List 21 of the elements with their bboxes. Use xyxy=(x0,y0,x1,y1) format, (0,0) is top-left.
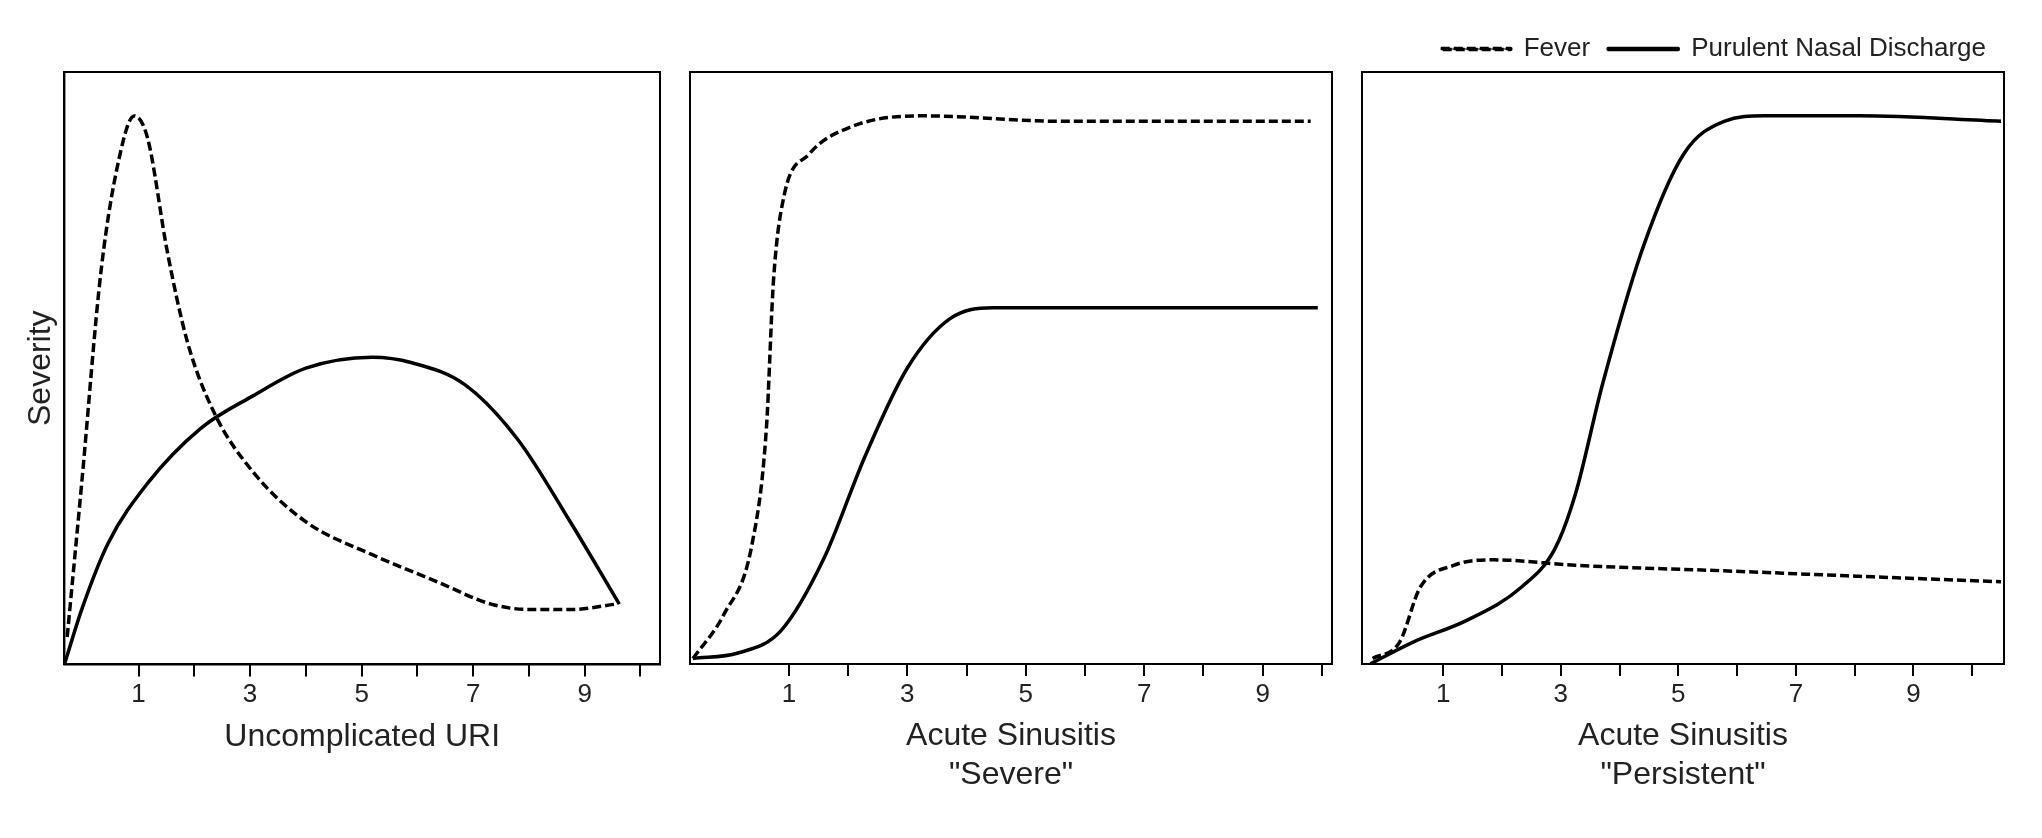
x-tick-label: 9 xyxy=(577,678,592,709)
x-tick-label: 3 xyxy=(900,677,915,708)
x-axis-title: Uncomplicated URI xyxy=(224,716,501,753)
legend-label: Purulent Nasal Discharge xyxy=(1691,32,1986,63)
x-tick-label: 1 xyxy=(131,678,146,709)
x-tick-label: 5 xyxy=(1671,677,1686,708)
x-tick-label: 9 xyxy=(1255,677,1270,708)
x-axis-title: Acute Sinusitis "Severe" xyxy=(906,716,1116,791)
legend-label: Fever xyxy=(1523,32,1591,63)
x-tick-label: 1 xyxy=(1435,677,1451,708)
x-tick-label: 7 xyxy=(1137,677,1152,708)
x-tick-label: 3 xyxy=(242,678,258,709)
x-tick-label: 7 xyxy=(465,678,481,709)
x-tick-label: 5 xyxy=(354,678,369,709)
y-axis-title: Severity xyxy=(21,310,58,426)
x-tick-label: 7 xyxy=(1788,677,1804,708)
x-axis-title: Acute Sinusitis "Persistent" xyxy=(1578,716,1788,791)
x-tick-label: 1 xyxy=(781,677,797,708)
x-tick-label: 9 xyxy=(1906,677,1921,708)
x-tick-label: 5 xyxy=(1018,677,1034,708)
x-tick-label: 3 xyxy=(1553,677,1568,708)
